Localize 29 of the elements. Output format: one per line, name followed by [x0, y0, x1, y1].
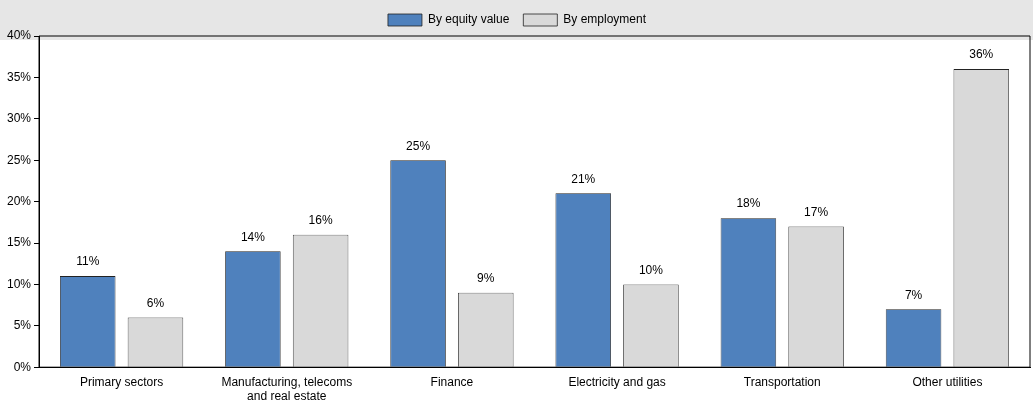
x-tick-label: Transportation: [743, 374, 821, 389]
data-label: 16%: [308, 213, 333, 228]
y-tick-label: 0%: [13, 359, 32, 374]
data-label: 10%: [638, 262, 664, 277]
data-label: 6%: [146, 295, 165, 310]
data-label: 21%: [571, 171, 596, 186]
x-tick-label: Finance: [430, 374, 474, 389]
data-label: 17%: [804, 204, 829, 219]
y-tick-label: 10%: [6, 276, 32, 291]
y-tick-label: 25%: [6, 152, 32, 167]
y-tick-label: 5%: [13, 318, 32, 333]
data-label: 36%: [969, 47, 994, 62]
data-label: 18%: [736, 196, 761, 211]
data-label: 14%: [240, 229, 266, 244]
data-label: 25%: [406, 138, 431, 153]
x-tick-label: Other utilities: [912, 374, 983, 389]
legend-label: By equity value: [427, 12, 510, 27]
data-label: 9%: [477, 270, 495, 285]
y-tick-label: 20%: [6, 193, 32, 208]
legend-label: By employment: [563, 12, 647, 27]
y-tick-label: 30%: [6, 111, 32, 126]
data-label: 7%: [904, 287, 923, 302]
data-label: 11%: [76, 254, 100, 269]
y-tick-label: 35%: [6, 69, 32, 84]
y-tick-label: 40%: [6, 28, 32, 43]
y-tick-label: 15%: [6, 235, 32, 250]
x-tick-label: Manufacturing, telecoms and real estate: [221, 374, 353, 404]
x-tick-label: Electricity and gas: [568, 374, 666, 389]
x-tick-label: Primary sectors: [79, 374, 164, 389]
